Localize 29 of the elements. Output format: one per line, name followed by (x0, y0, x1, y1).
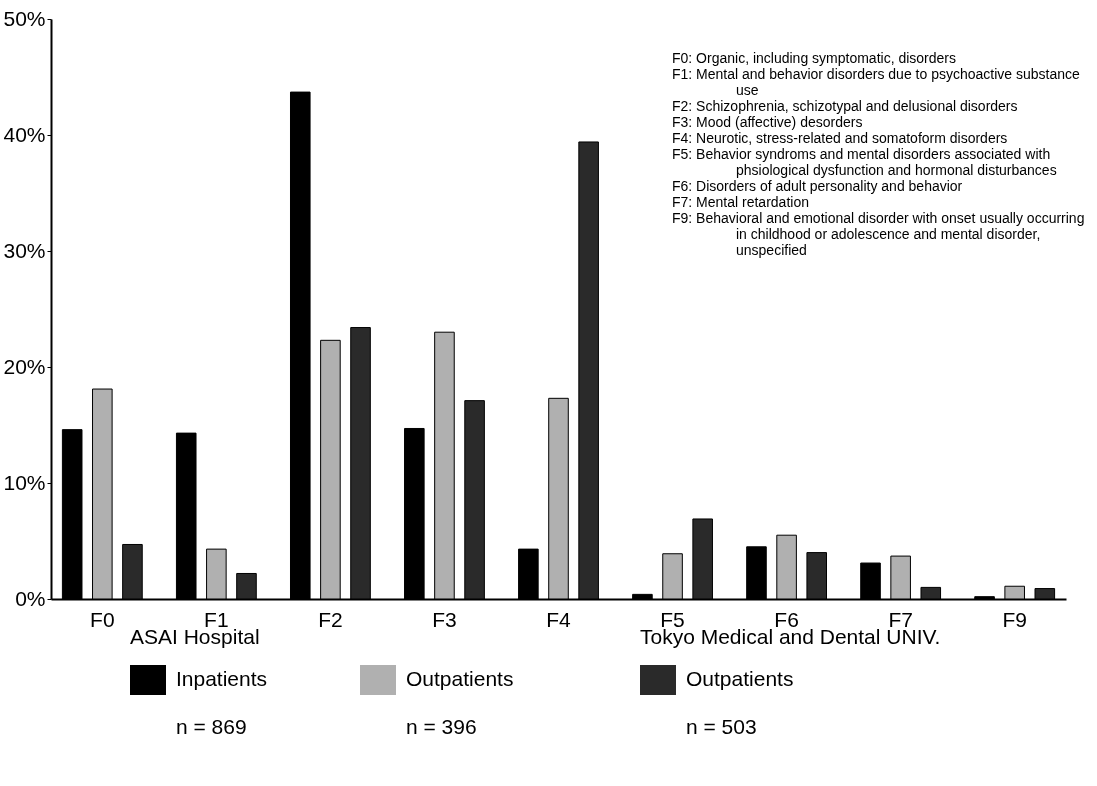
legend-label: Inpatients (176, 666, 268, 690)
annotation: F5: Behavior syndroms and mental disorders associated with phsiological dysfunction and hormonal disturbances (672, 146, 1058, 178)
legend-label: Outpatients (686, 666, 794, 690)
y-tick-label: 0% (15, 586, 46, 610)
y-tick-label: 50% (3, 6, 46, 30)
x-tick-label: F4 (546, 607, 572, 631)
y-tick-label: 40% (3, 122, 46, 146)
y-tick-label: 30% (3, 238, 46, 262)
text: n = 396 (406, 715, 477, 739)
y-tick-label: 10% (3, 470, 46, 494)
annotation: F6: Disorders of adult personality and behavior (672, 178, 964, 194)
x-tick-label: F7 (888, 607, 913, 631)
x-tick-label: F1 (204, 607, 229, 631)
annotation: F9: Behavioral and emotional disorder with onset usually occurring in childhood or adolescence and mental disorder, unspecified (672, 210, 1086, 258)
annotation: F1: Mental and behavior disorders due to psychoactive substance use (672, 66, 1081, 98)
annotation: F0: Organic, including symptomatic, disorders (672, 50, 957, 66)
x-tick-label: F6 (774, 607, 799, 631)
x-tick-label: F0 (90, 607, 115, 631)
annotation: F7: Mental retardation (672, 194, 810, 210)
annotation: F4: Neurotic, stress-related and somatoform disorders (672, 130, 1009, 146)
x-tick-label: F9 (1002, 607, 1027, 631)
text: n = 503 (686, 715, 757, 739)
text: n = 869 (176, 715, 247, 739)
annotation: F3: Mood (affective) desorders (672, 114, 864, 130)
annotation: F2: Schizophrenia, schizotypal and delusional disorders (672, 98, 1019, 114)
x-tick-label: F3 (432, 607, 457, 631)
x-tick-label: F2 (318, 607, 343, 631)
y-tick-label: 20% (3, 354, 46, 378)
legend-label: Outpatients (406, 666, 514, 690)
